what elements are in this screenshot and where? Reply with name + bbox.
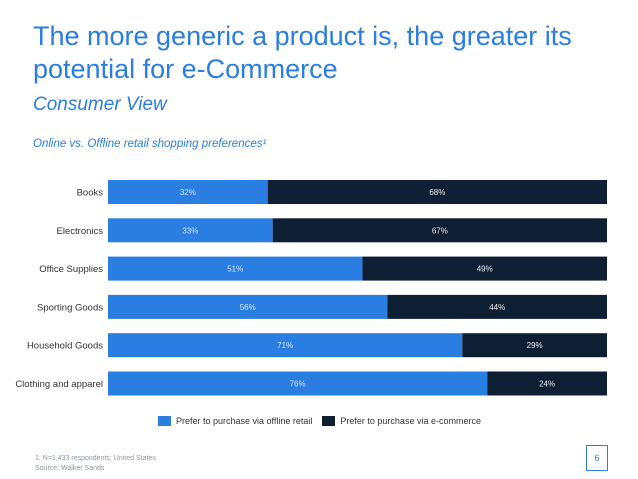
bar-ecommerce [487,371,607,396]
footnote-respondents: 1: N=1,433 respondents; United States [35,455,156,462]
category-label: Books [77,188,104,199]
bar-ecommerce [462,333,607,358]
bar-offline [108,218,273,243]
data-label: 67% [432,226,448,235]
data-label: 29% [527,341,543,350]
slide-title: The more generic a product is, the great… [33,21,572,84]
data-label: 24% [539,380,555,389]
legend-label-offline: Prefer to purchase via offline retail [176,416,313,426]
bar-ecommerce [272,218,607,243]
bar-offline [108,294,388,319]
bar-offline [108,256,363,281]
data-label: 49% [477,265,493,274]
slide-subtitle: Consumer View [33,94,167,115]
bar-ecommerce [267,180,607,204]
legend-swatch-offline [158,416,171,426]
legend-swatch-ecommerce [322,416,336,426]
category-label: Household Goods [27,341,103,352]
data-label: 51% [227,265,243,274]
legend-item-offline: Prefer to purchase via offline retail [158,416,312,426]
category-label: Electronics [57,226,104,237]
bar-offline [108,333,463,358]
legend-label-ecommerce: Prefer to purchase via e-commerce [340,416,481,426]
bar-offline [108,180,268,204]
data-label: 68% [429,188,445,197]
chart-title: Online vs. Offline retail shopping prefe… [33,138,267,150]
chart-legend: Prefer to purchase via offline retail Pr… [158,416,491,426]
page-number: 6 [586,445,608,471]
data-label: 76% [290,380,306,389]
footnote: 1: N=1,433 respondents; United States So… [35,454,156,474]
category-label: Sporting Goods [37,302,103,313]
data-label: 71% [277,341,293,350]
bar-ecommerce [362,256,607,281]
bar-ecommerce [387,294,607,319]
category-label: Clothing and apparel [15,379,103,390]
footnote-source: Source: Walker Sands [35,465,105,472]
category-label: Office Supplies [39,264,103,275]
data-label: 44% [489,303,505,312]
data-label: 33% [182,226,198,235]
data-label: 56% [240,303,256,312]
data-label: 32% [180,188,196,197]
legend-item-ecommerce: Prefer to purchase via e-commerce [322,416,481,426]
bar-offline [108,371,488,396]
